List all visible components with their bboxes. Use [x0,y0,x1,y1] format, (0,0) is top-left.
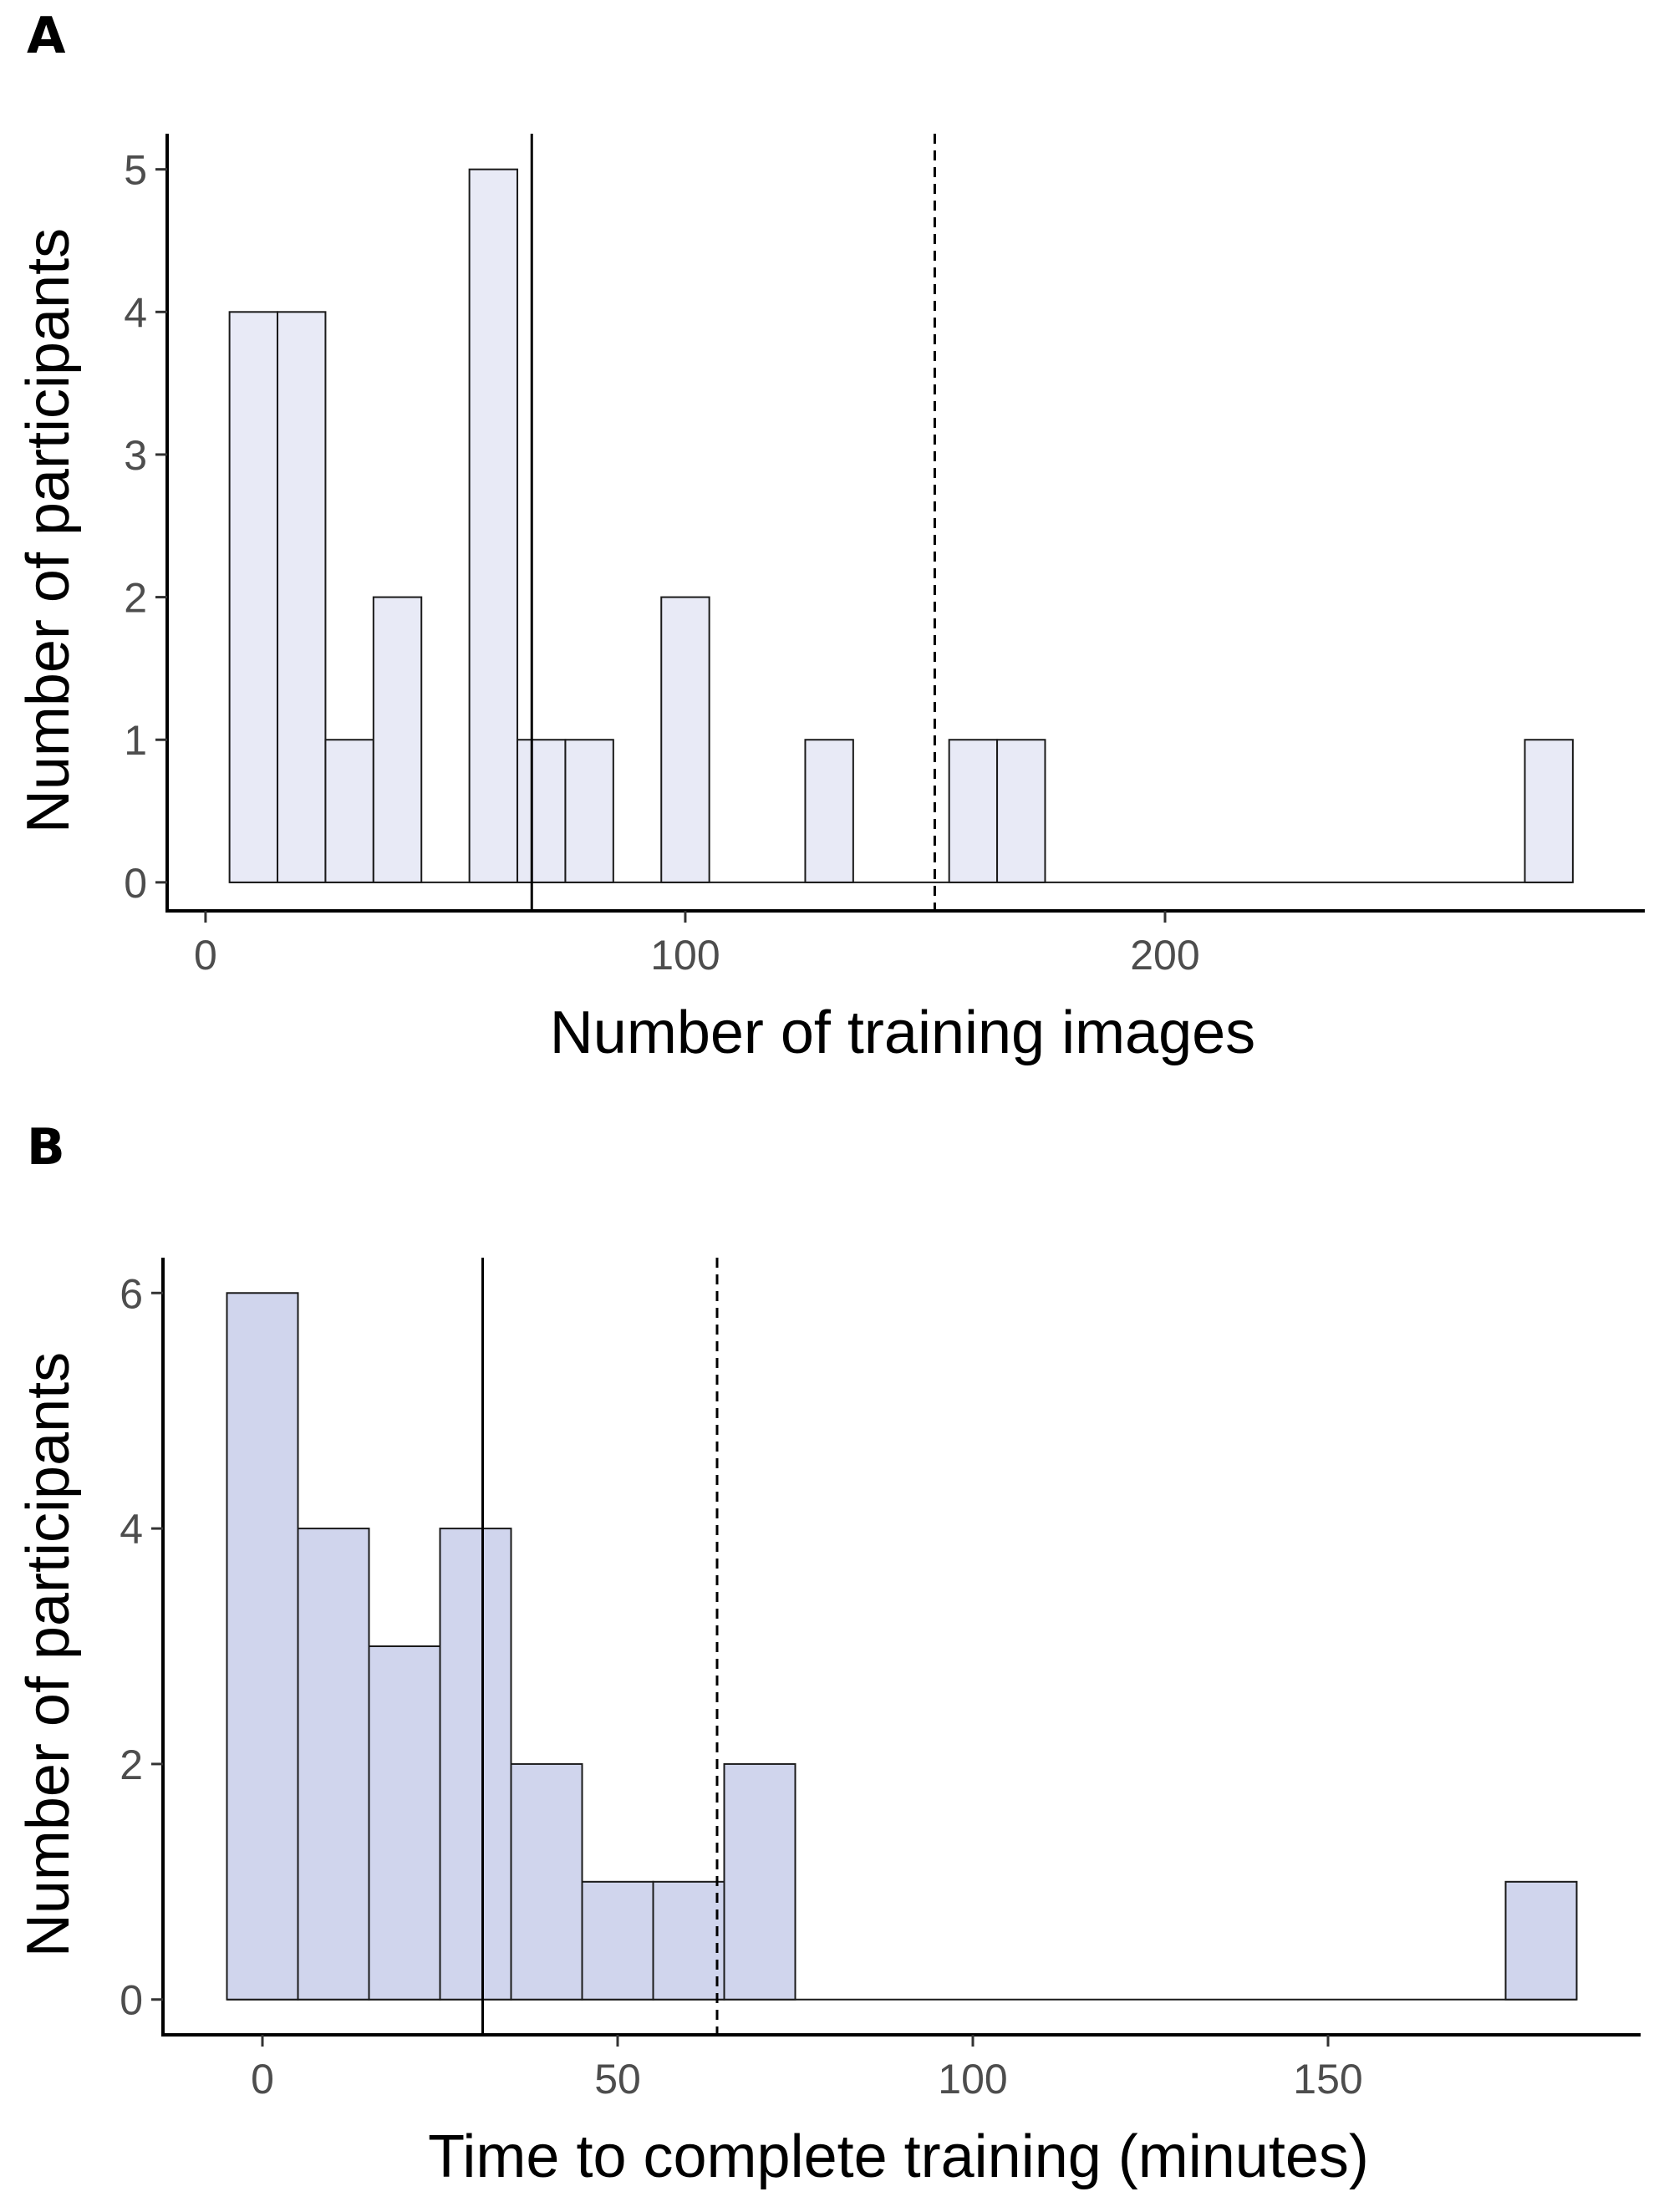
y-tick-label: 0 [124,860,147,907]
x-axis-title: Time to complete training (minutes) [428,2123,1369,2190]
histogram-bar [372,596,423,883]
chart-a: 0 1 2 3 4 5 0 100 200 Number of training images Nu… [15,134,1645,1066]
x-tick-label: 0 [194,932,217,979]
histogram-bar [581,1880,654,2001]
x-tick-label: 200 [1130,932,1199,979]
y-tick-label: 1 [124,717,147,764]
histogram-bar [324,739,374,883]
histogram-bar [564,739,614,883]
y-axis-title: Number of participants [15,1352,82,1957]
histogram-bar [226,1292,299,2001]
y-tick-label: 4 [124,289,147,336]
y-tick-label: 3 [124,432,147,479]
histogram-bar [277,311,327,883]
histogram-bar [1504,1880,1578,2001]
histogram-bar [1524,739,1574,883]
x-tick-label: 50 [594,2056,641,2103]
x-tick-label: 100 [938,2056,1007,2103]
panel-label-a: A [27,7,66,65]
y-tick-label: 2 [124,575,147,622]
y-tick-label: 5 [124,147,147,194]
y-tick-label: 0 [120,1977,143,2024]
histogram-bar [439,1528,512,2001]
y-tick-label: 2 [120,1742,143,1788]
histogram-bar [948,739,999,883]
histogram-bar [510,1762,583,2001]
histogram-bar [468,168,519,883]
histogram-bar [660,596,710,883]
histogram-bar [723,1762,796,2001]
histogram-bar [297,1528,370,2001]
x-tick-label: 100 [650,932,720,979]
y-axis-title: Number of participants [15,228,82,833]
histogram-bar [804,739,854,883]
histogram-bar [228,311,279,883]
chart-b: 0 2 4 6 0 50 100 150 Time to complete training (… [15,1258,1641,2190]
histogram-bar [368,1645,441,2001]
x-axis-title: Number of training images [550,999,1255,1066]
y-tick-label: 4 [120,1506,143,1553]
x-tick-label: 0 [251,2056,274,2103]
panel-label-b: B [27,1118,65,1177]
histogram-bar [652,1880,725,2001]
y-tick-label: 6 [120,1270,143,1317]
histogram-bar [996,739,1046,883]
histogram-bar [517,739,567,883]
x-tick-label: 150 [1293,2056,1362,2103]
